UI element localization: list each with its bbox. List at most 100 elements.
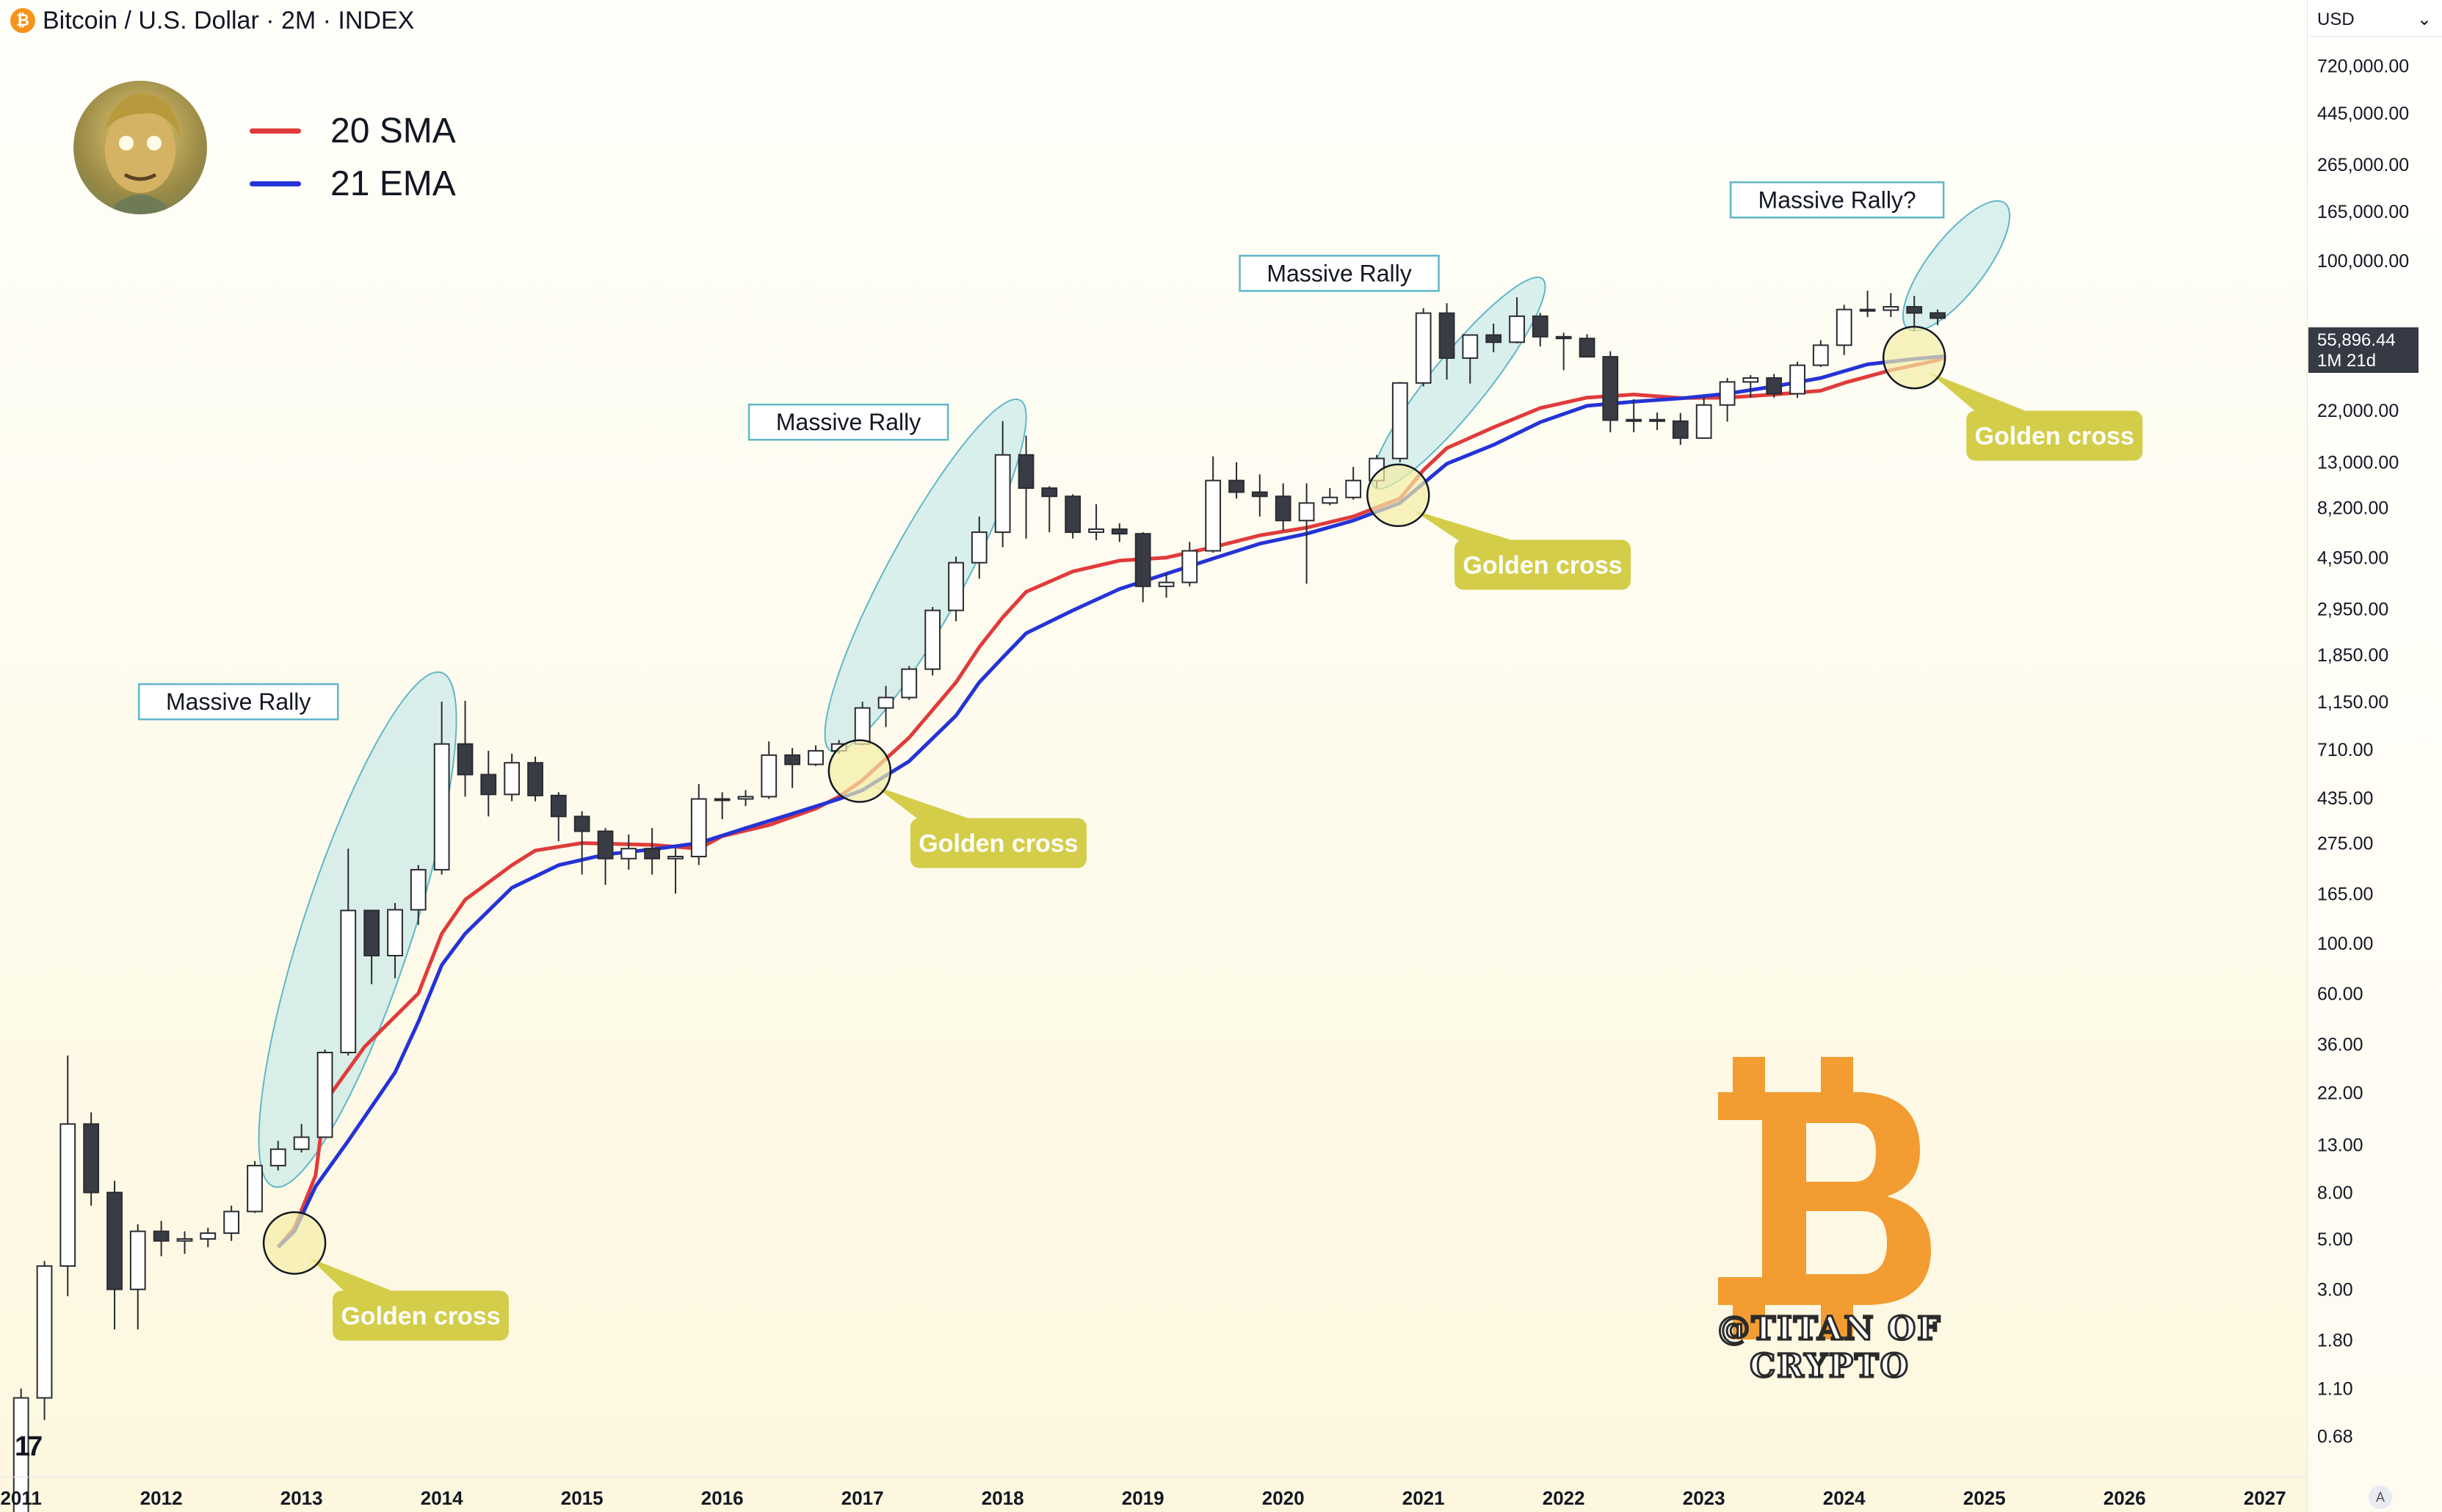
- candle: [269, 1141, 286, 1171]
- callout-box: [333, 1290, 510, 1341]
- candle-body: [1462, 334, 1479, 359]
- rally-label-text: Massive Rally?: [1758, 186, 1916, 213]
- candle-body: [1906, 305, 1923, 314]
- ma-line-ema: [277, 354, 1946, 1249]
- tradingview-logo-icon[interactable]: 17: [15, 1431, 43, 1462]
- candle-body: [1205, 479, 1222, 552]
- candle: [1298, 483, 1315, 584]
- chevron-down-icon: ⌄: [2416, 10, 2432, 29]
- price-tick-label: 8,200.00: [2317, 498, 2388, 519]
- candle-body: [153, 1230, 170, 1242]
- avatar-face-icon: [103, 93, 180, 214]
- candle: [36, 1260, 53, 1420]
- price-tick-label: 22,000.00: [2317, 401, 2399, 421]
- candle-body: [247, 1165, 263, 1213]
- candle-body: [1836, 308, 1852, 346]
- logo-b-shape: [1718, 1092, 1931, 1305]
- candle-body: [457, 743, 474, 776]
- candle: [1181, 542, 1198, 586]
- candle: [1602, 351, 1619, 432]
- callout-text: Golden cross: [919, 830, 1078, 858]
- currency-select[interactable]: USD ⌄: [2310, 3, 2442, 37]
- candle: [293, 1124, 310, 1153]
- time-axis: 2011 2012 2013 2014 2015 2016 2017 2018 2019 2020…: [0, 1487, 2286, 1509]
- annotations: Massive Rally Massive Rally Massive Rally M…: [137, 181, 2143, 1341]
- candle-body: [784, 754, 801, 766]
- candle-body: [1415, 312, 1432, 384]
- candle: [1883, 293, 1899, 317]
- ma-line-sma: [276, 355, 1946, 1249]
- candle-body: [1158, 581, 1175, 587]
- candle-body: [1228, 479, 1244, 493]
- candle-body: [269, 1148, 286, 1167]
- candle-body: [808, 749, 824, 766]
- rally-label-text: Massive Rally: [776, 409, 921, 435]
- candle: [247, 1160, 263, 1213]
- candle: [1134, 532, 1151, 603]
- candle: [1228, 462, 1244, 499]
- callout-text: Golden cross: [1463, 552, 1622, 580]
- candle: [1111, 523, 1128, 542]
- candle-body: [1649, 418, 1665, 422]
- price-tick-label: 5.00: [2317, 1229, 2353, 1250]
- auto-scale-button[interactable]: A: [2369, 1486, 2392, 1509]
- candle: [1812, 340, 1829, 367]
- candle-body: [340, 909, 357, 1053]
- golden-cross-callout: Golden cross: [1366, 463, 1631, 590]
- candle: [1742, 375, 1759, 398]
- time-tick-label: 2014: [421, 1487, 463, 1509]
- candle-body: [83, 1123, 100, 1193]
- rally-highlight-ellipses: [258, 200, 2011, 1188]
- golden-cross-circle: [1366, 463, 1430, 528]
- candle: [1391, 382, 1408, 462]
- legend-swatch-ema: [250, 181, 301, 186]
- candle: [83, 1112, 100, 1206]
- candle-body: [293, 1136, 310, 1150]
- price-tick-label: 13.00: [2317, 1135, 2363, 1155]
- price-tick-label: 720,000.00: [2317, 56, 2409, 76]
- candle-body: [387, 909, 403, 956]
- candle-body: [223, 1210, 240, 1235]
- candle: [1532, 313, 1548, 346]
- candle-body: [971, 531, 988, 564]
- candle-body: [1859, 308, 1876, 312]
- candle-body: [1579, 338, 1595, 358]
- candle: [457, 700, 474, 797]
- candle: [971, 516, 988, 579]
- candle-body: [1391, 382, 1408, 459]
- candle-body: [1555, 335, 1572, 340]
- indicator-legend: 20 SMA 21 EMA: [250, 104, 456, 210]
- rally-label-text: Massive Rally: [1267, 260, 1411, 286]
- currency-value: USD: [2317, 9, 2355, 29]
- candle-body: [1298, 502, 1315, 522]
- candle-body: [1532, 315, 1548, 338]
- candle: [1509, 297, 1525, 344]
- candle: [1088, 504, 1104, 541]
- legend-item-ema[interactable]: 21 EMA: [250, 157, 456, 210]
- candle: [1065, 494, 1081, 539]
- candle: [363, 909, 380, 984]
- candle: [1485, 323, 1502, 352]
- candle: [1719, 377, 1736, 422]
- candle: [854, 702, 871, 746]
- candle-body: [1088, 528, 1104, 534]
- price-tick-label: 36.00: [2317, 1034, 2363, 1055]
- symbol-title[interactable]: Bitcoin / U.S. Dollar · 2M · INDEX: [43, 6, 415, 34]
- price-tick-label: 710.00: [2317, 740, 2373, 760]
- candle-body: [1789, 364, 1805, 395]
- candle-body: [433, 743, 450, 871]
- candle-body: [363, 909, 380, 956]
- legend-item-sma[interactable]: 20 SMA: [250, 104, 456, 157]
- callout-box: [1966, 410, 2143, 461]
- bitcoin-watermark-logo: [1718, 1057, 1931, 1340]
- candle: [527, 756, 543, 802]
- candle: [690, 784, 707, 865]
- candle-body: [1111, 528, 1128, 535]
- price-tick-label: 1.80: [2317, 1330, 2353, 1351]
- author-avatar: [73, 81, 207, 214]
- time-tick-label: 2015: [561, 1487, 604, 1509]
- bitcoin-symbol-icon: ₿: [10, 8, 35, 33]
- time-tick-label: 2016: [701, 1487, 744, 1509]
- price-tick-label: 165,000.00: [2317, 202, 2409, 222]
